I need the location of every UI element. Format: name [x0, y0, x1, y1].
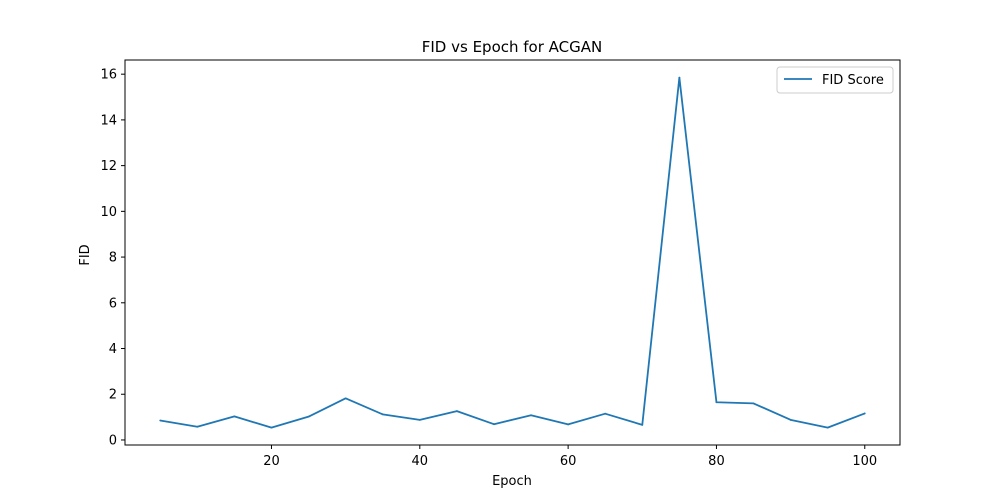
- y-tick-label: 0: [109, 433, 117, 448]
- legend-frame: [776, 66, 894, 94]
- y-tick-label: 8: [109, 251, 117, 266]
- y-tick-label: 6: [109, 296, 117, 311]
- data-point: [493, 423, 495, 426]
- data-point: [381, 413, 384, 416]
- data-point: [270, 426, 273, 429]
- data-point: [826, 426, 829, 429]
- data-point: [715, 401, 718, 404]
- x-tick-label: 80: [708, 454, 725, 469]
- x-axis-label: Epoch: [492, 474, 532, 489]
- x-tick-label: 40: [412, 454, 429, 469]
- series-line-fid-score: [160, 76, 866, 429]
- x-tick-label: 20: [263, 454, 280, 469]
- data-point: [789, 418, 792, 421]
- data-point: [418, 418, 421, 421]
- data-point: [752, 402, 755, 405]
- y-axis-label: FID: [78, 244, 93, 265]
- data-point: [159, 419, 162, 422]
- y-tick-label: 10: [100, 205, 117, 220]
- y-tick-label: 14: [100, 113, 117, 128]
- x-tick-label: 60: [560, 454, 577, 469]
- series-layer: [159, 76, 866, 429]
- x-axis: 20 40 60 80 100: [263, 445, 877, 469]
- chart-title: FID vs Epoch for ACGAN: [422, 38, 603, 56]
- data-point: [604, 412, 607, 415]
- y-axis: 0 2 4 6 8 10 12 14 16: [100, 68, 125, 448]
- legend-label: FID Score: [822, 73, 884, 88]
- data-point: [863, 412, 866, 415]
- data-point: [455, 410, 458, 413]
- plot-area: 20 40 60 80 100 0 2 4 6 8 10 12 14 16: [100, 59, 901, 469]
- y-tick-label: 12: [100, 159, 117, 174]
- data-point: [678, 76, 681, 79]
- data-point: [196, 425, 199, 428]
- data-point: [567, 423, 570, 426]
- data-point: [307, 415, 310, 418]
- y-tick-label: 4: [109, 342, 117, 357]
- data-point: [530, 414, 532, 417]
- y-tick-label: 2: [109, 388, 117, 403]
- data-point: [233, 415, 236, 418]
- plot-frame: [124, 59, 901, 446]
- data-point: [344, 397, 347, 400]
- y-tick-label: 16: [100, 68, 117, 83]
- data-point: [641, 423, 644, 426]
- legend: FID Score: [776, 66, 894, 94]
- x-tick-label: 100: [852, 454, 877, 469]
